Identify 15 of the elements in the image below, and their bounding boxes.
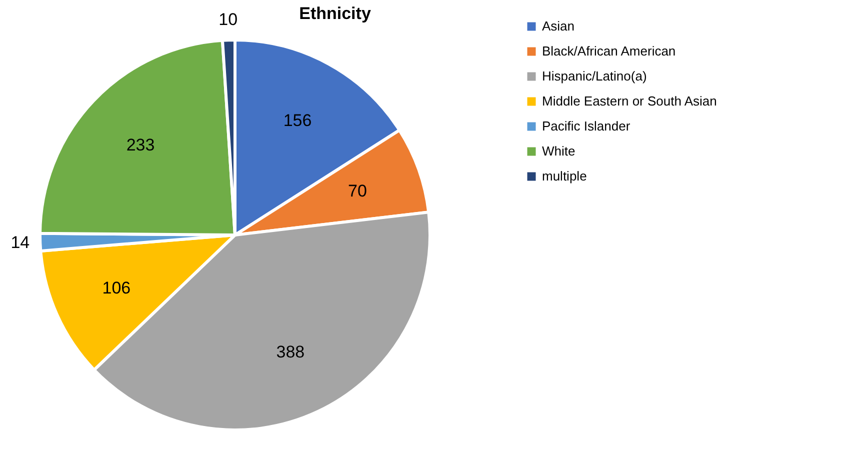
data-label: 14 [10, 232, 30, 252]
legend-label: Asian [542, 18, 575, 34]
legend-label: multiple [542, 168, 587, 184]
chart-title: Ethnicity [299, 4, 372, 24]
data-label: 10 [218, 10, 238, 30]
data-label: 233 [126, 136, 155, 155]
data-label: 106 [102, 278, 131, 298]
legend-label: Middle Eastern or South Asian [542, 94, 717, 108]
data-label: 70 [348, 181, 367, 200]
legend-label: Pacific Islander [542, 118, 631, 134]
legend-label: Black/African American [542, 44, 676, 58]
legend-label: White [542, 144, 576, 158]
data-label: 156 [283, 111, 312, 130]
legend-label: Hispanic/Latino(a) [542, 68, 647, 84]
data-label: 388 [276, 342, 305, 362]
